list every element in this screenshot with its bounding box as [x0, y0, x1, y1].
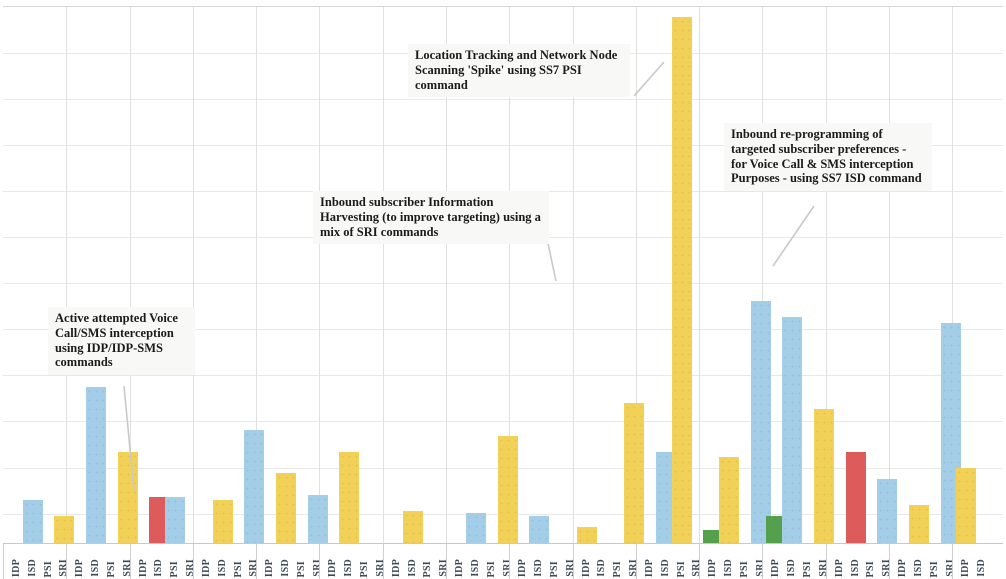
vertical-gridline [826, 7, 827, 544]
bar-isd-29[interactable] [466, 513, 486, 543]
bar-psi-42[interactable] [672, 17, 692, 543]
annotation-sri-harvesting: Inbound subscriber Information Harvestin… [313, 191, 549, 245]
bar-isd-25[interactable] [403, 511, 423, 543]
vertical-gridline [383, 7, 384, 544]
x-axis-group-separator [762, 544, 763, 579]
bar-isd-21[interactable] [339, 452, 359, 543]
horizontal-gridline [3, 375, 1003, 376]
vertical-gridline [952, 7, 953, 544]
x-axis-group-separator [319, 544, 320, 579]
vertical-gridline [193, 7, 194, 544]
bar-sri-3[interactable] [54, 516, 74, 543]
annotation-idp-interception: Active attempted Voice Call/SMS intercep… [48, 307, 195, 375]
x-axis-group-separator [446, 544, 447, 579]
vertical-gridline [319, 7, 320, 544]
bar-idp-48[interactable] [766, 516, 786, 543]
bar-sri-55[interactable] [877, 479, 897, 543]
x-axis-group-separator [952, 544, 953, 579]
bar-sri-47[interactable] [751, 301, 771, 543]
bar-idp-60[interactable] [956, 468, 976, 543]
x-axis-group-separator [256, 544, 257, 579]
vertical-gridline [636, 7, 637, 544]
horizontal-gridline [3, 99, 1003, 100]
vertical-gridline [889, 7, 890, 544]
bar-idp-44[interactable] [703, 530, 723, 543]
vertical-gridline [130, 7, 131, 544]
bar-isd-13[interactable] [213, 500, 233, 543]
bar-isd-45[interactable] [719, 457, 739, 543]
vertical-gridline [699, 7, 700, 544]
x-axis-group-separator [193, 544, 194, 579]
horizontal-gridline [3, 329, 1003, 330]
bar-sri-15[interactable] [244, 430, 264, 543]
x-axis-group-separator [573, 544, 574, 579]
bar-isd-41[interactable] [656, 452, 676, 543]
x-axis-group-separator [636, 544, 637, 579]
annotation-psi-spike: Location Tracking and Network Node Scann… [408, 44, 630, 98]
vertical-gridline [509, 7, 510, 544]
x-axis: IDP ISD PSI SRI IDP ISD PSI SRI IDP ISD PSI SRI IDP I… [3, 543, 1003, 579]
bar-isd-33[interactable] [529, 516, 549, 543]
bar-isd-57[interactable] [909, 505, 929, 543]
bar-sri-31[interactable] [498, 436, 518, 543]
bar-sri-39[interactable] [624, 403, 644, 543]
bar-isd-1[interactable] [23, 500, 43, 543]
vertical-gridline [573, 7, 574, 544]
bar-psi-10[interactable] [165, 497, 185, 543]
annotation-isd-reprogramming: Inbound re-programming of targeted subsc… [724, 123, 932, 191]
bar-isd-53[interactable] [846, 452, 866, 543]
x-axis-group-separator [826, 544, 827, 579]
vertical-gridline [66, 7, 67, 544]
horizontal-gridline [3, 283, 1003, 284]
x-axis-group-separator [383, 544, 384, 579]
bar-isd-17[interactable] [276, 473, 296, 543]
x-axis-group-separator [66, 544, 67, 579]
bar-idp-36[interactable] [577, 527, 597, 543]
vertical-gridline [256, 7, 257, 544]
horizontal-gridline [3, 421, 1003, 422]
x-axis-group-separator [3, 544, 4, 579]
horizontal-gridline [3, 145, 1003, 146]
bar-isd-5[interactable] [86, 387, 106, 543]
x-axis-group-separator [509, 544, 510, 579]
bar-isd-49[interactable] [782, 317, 802, 543]
vertical-gridline [762, 7, 763, 544]
x-axis-group-separator [889, 544, 890, 579]
x-axis-group-separator [130, 544, 131, 579]
vertical-gridline [446, 7, 447, 544]
bar-isd-9[interactable] [149, 497, 169, 543]
x-axis-group-separator [699, 544, 700, 579]
bar-sri-19[interactable] [308, 495, 328, 543]
bar-sri-51[interactable] [814, 409, 834, 543]
